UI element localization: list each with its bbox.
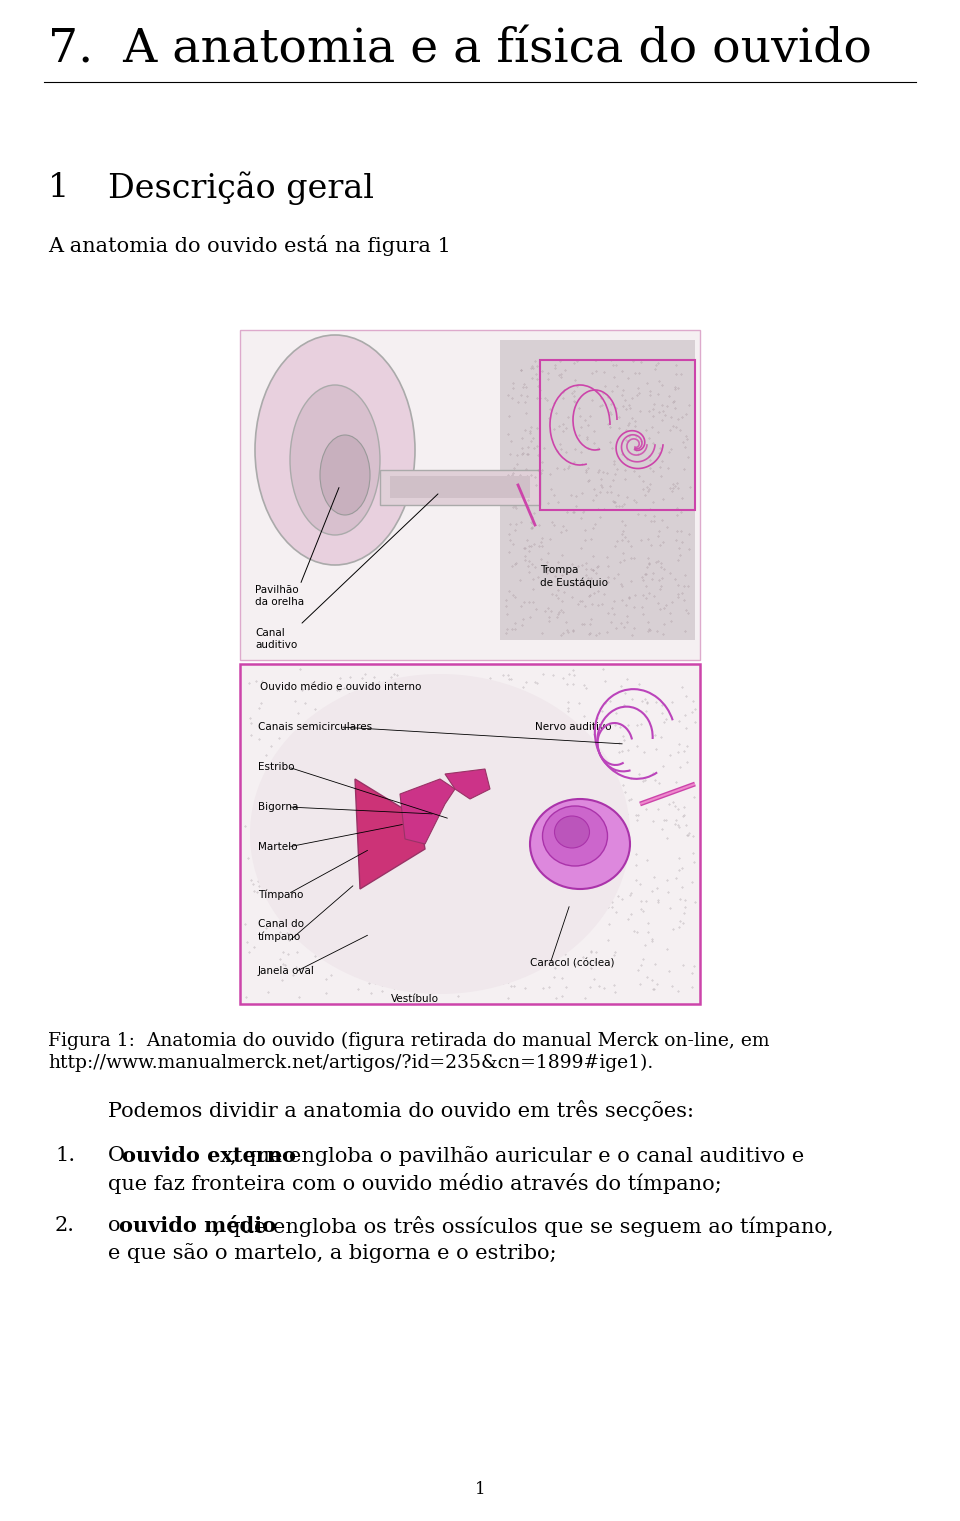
Text: Ouvido médio e ouvido interno: Ouvido médio e ouvido interno [260, 681, 421, 692]
Text: Podemos dividir a anatomia do ouvido em três secções:: Podemos dividir a anatomia do ouvido em … [108, 1100, 694, 1121]
Text: 1: 1 [474, 1481, 486, 1498]
Text: Janela oval: Janela oval [258, 966, 315, 976]
Ellipse shape [255, 335, 415, 564]
Text: 1.: 1. [55, 1145, 75, 1165]
Text: 1: 1 [48, 172, 69, 204]
Bar [380, 470, 540, 505]
Text: Tímpano: Tímpano [258, 888, 303, 899]
Text: Estribo: Estribo [258, 762, 295, 773]
Bar [500, 341, 695, 640]
Text: Bigorna: Bigorna [258, 802, 299, 812]
Bar [540, 360, 695, 510]
Ellipse shape [290, 385, 380, 535]
Text: Vestíbulo: Vestíbulo [391, 995, 439, 1004]
Ellipse shape [555, 815, 589, 849]
Text: 7.  A anatomia e a física do ouvido: 7. A anatomia e a física do ouvido [48, 27, 872, 73]
Text: ouvido externo: ouvido externo [122, 1145, 296, 1167]
Text: Trompa
de Eustáquio: Trompa de Eustáquio [540, 564, 608, 589]
Text: A anatomia do ouvido está na figura 1: A anatomia do ouvido está na figura 1 [48, 234, 451, 256]
Text: Pavilhão
da orelha: Pavilhão da orelha [255, 586, 304, 607]
Ellipse shape [320, 435, 370, 516]
Text: Caracol (cóclea): Caracol (cóclea) [530, 960, 614, 969]
Text: Canais semicirculares: Canais semicirculares [258, 722, 372, 732]
Text: Nervo auditivo: Nervo auditivo [535, 722, 612, 732]
Ellipse shape [530, 799, 630, 888]
Text: http://www.manualmerck.net/artigos/?id=235&cn=1899#ige1).: http://www.manualmerck.net/artigos/?id=2… [48, 1054, 653, 1072]
Polygon shape [355, 779, 425, 888]
Text: Canal do
tímpano: Canal do tímpano [258, 919, 304, 941]
Text: Martelo: Martelo [258, 843, 298, 852]
Polygon shape [400, 779, 455, 844]
Bar [390, 476, 530, 497]
Text: o: o [108, 1215, 127, 1235]
Bar [240, 330, 700, 660]
Polygon shape [445, 770, 490, 799]
Text: ouvido médio: ouvido médio [119, 1215, 276, 1237]
Text: Canal
auditivo: Canal auditivo [255, 628, 298, 651]
Text: O: O [108, 1145, 132, 1165]
Ellipse shape [542, 806, 608, 865]
Text: Descrição geral: Descrição geral [108, 172, 374, 205]
Text: que faz fronteira com o ouvido médio através do tímpano;: que faz fronteira com o ouvido médio atr… [108, 1173, 722, 1194]
Text: , que engloba os três ossículos que se seguem ao tímpano,: , que engloba os três ossículos que se s… [214, 1215, 833, 1237]
Text: Figura 1:  Anatomia do ouvido (figura retirada do manual Merck on-line, em: Figura 1: Anatomia do ouvido (figura ret… [48, 1033, 770, 1049]
Bar [240, 665, 700, 1004]
Text: e que são o martelo, a bigorna e o estribo;: e que são o martelo, a bigorna e o estri… [108, 1243, 557, 1262]
Text: 2.: 2. [55, 1215, 75, 1235]
Ellipse shape [250, 674, 630, 995]
Text: , que engloba o pavilhão auricular e o canal auditivo e: , que engloba o pavilhão auricular e o c… [230, 1145, 804, 1167]
